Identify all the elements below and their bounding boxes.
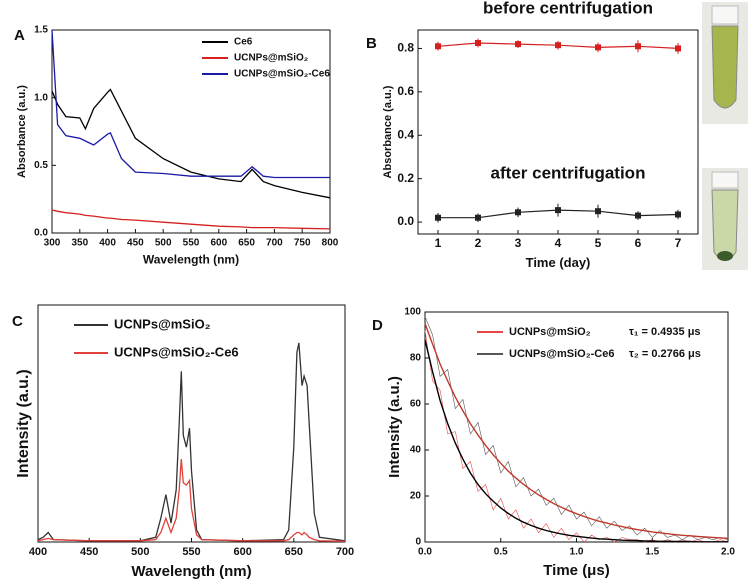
legend-label: UCNPs@mSiO₂-Ce6 [509, 348, 614, 360]
marker [675, 211, 681, 218]
y-axis-label: Intensity (a.u.) [386, 376, 403, 478]
marker [475, 214, 481, 221]
x-tick-label: 650 [238, 238, 255, 249]
panel-label: D [372, 317, 383, 334]
marker [515, 41, 521, 48]
vial-body [711, 189, 739, 261]
annotation: τ₂ = 0.2766 μs [629, 348, 701, 360]
vial-body [711, 25, 739, 109]
series-line [424, 339, 728, 543]
annotation: τ₁ = 0.4935 μs [629, 326, 701, 338]
y-axis-label: Absorbance (a.u.) [382, 85, 394, 178]
series-line [51, 88, 331, 199]
marker [635, 43, 641, 50]
legend-label: UCNPs@mSiO₂ [114, 316, 211, 331]
x-tick-label: 4 [555, 236, 562, 250]
y-tick-label: 1.0 [34, 92, 48, 103]
series-line [51, 209, 331, 230]
sediment [717, 251, 733, 261]
x-tick-label: 400 [99, 238, 116, 249]
y-axis-label: Absorbance (a.u.) [16, 85, 28, 178]
series-annotation: before centrifugation [483, 0, 653, 18]
marker [635, 212, 641, 219]
legend-label: UCNPs@mSiO₂-Ce6 [234, 69, 330, 80]
x-axis-label: Wavelength (nm) [143, 252, 239, 266]
marker [435, 214, 441, 221]
x-tick-label: 1.5 [645, 547, 659, 558]
x-tick-label: 7 [675, 236, 682, 250]
marker [555, 207, 561, 214]
vial-photo-before [702, 2, 748, 124]
x-tick-label: 350 [71, 238, 88, 249]
x-tick-label: 300 [44, 238, 61, 249]
x-tick-label: 600 [233, 546, 251, 558]
x-tick-label: 5 [595, 236, 602, 250]
x-tick-label: 2 [475, 236, 482, 250]
x-tick-label: 550 [182, 546, 200, 558]
x-axis-label: Time (day) [526, 255, 591, 270]
x-tick-label: 400 [29, 546, 47, 558]
y-axis-label: Intensity (a.u.) [15, 369, 32, 477]
x-tick-label: 500 [155, 238, 172, 249]
marker [595, 208, 601, 215]
x-tick-label: 1 [435, 236, 442, 250]
series-line [424, 323, 729, 539]
panel-label: A [14, 27, 25, 44]
y-tick-label: 0.5 [34, 160, 48, 171]
x-tick-label: 650 [285, 546, 303, 558]
vial-cap [711, 171, 739, 189]
x-tick-label: 550 [183, 238, 200, 249]
marker [515, 209, 521, 216]
marker [595, 44, 601, 51]
y-tick-label: 0.0 [397, 214, 414, 228]
y-tick-label: 0.6 [397, 84, 414, 98]
x-tick-label: 500 [131, 546, 149, 558]
series-annotation: after centrifugation [491, 164, 646, 183]
marker [555, 42, 561, 49]
legend-label: UCNPs@mSiO₂-Ce6 [114, 344, 239, 359]
x-tick-label: 450 [80, 546, 98, 558]
x-tick-label: 800 [322, 238, 339, 249]
x-tick-label: 6 [635, 236, 642, 250]
vial-cap [711, 5, 739, 25]
panel-label: B [366, 35, 377, 52]
x-tick-label: 750 [294, 238, 311, 249]
legend-label: UCNPs@mSiO₂ [234, 53, 308, 64]
series-line [51, 29, 330, 179]
y-tick-label: 0.8 [397, 41, 414, 55]
x-tick-label: 0.5 [494, 547, 508, 558]
y-tick-label: 1.5 [34, 25, 48, 36]
y-tick-label: 0.2 [397, 171, 414, 185]
series-line [424, 316, 729, 541]
series-line [37, 459, 346, 542]
marker [675, 45, 681, 52]
vial-photo-after [702, 168, 748, 270]
y-tick-label: 100 [404, 307, 421, 318]
x-tick-label: 3 [515, 236, 522, 250]
x-tick-label: 0.0 [418, 547, 432, 558]
panel-label: C [12, 313, 23, 330]
y-tick-label: 0 [415, 537, 421, 548]
x-tick-label: 450 [127, 238, 144, 249]
marker [475, 40, 481, 47]
y-tick-label: 80 [410, 353, 422, 364]
x-tick-label: 700 [336, 546, 354, 558]
x-tick-label: 600 [210, 238, 227, 249]
x-tick-label: 700 [266, 238, 283, 249]
x-axis-label: Wavelength (nm) [131, 563, 251, 580]
x-tick-label: 1.0 [570, 547, 584, 558]
y-tick-label: 60 [410, 399, 422, 410]
x-axis-label: Time (μs) [543, 562, 609, 579]
y-tick-label: 0.0 [34, 228, 48, 239]
marker [435, 43, 441, 50]
y-tick-label: 40 [410, 445, 422, 456]
y-tick-label: 0.4 [397, 127, 414, 141]
y-tick-label: 20 [410, 491, 422, 502]
legend-label: UCNPs@mSiO₂ [509, 326, 591, 338]
x-tick-label: 2.0 [721, 547, 735, 558]
legend-label: Ce6 [234, 37, 253, 48]
